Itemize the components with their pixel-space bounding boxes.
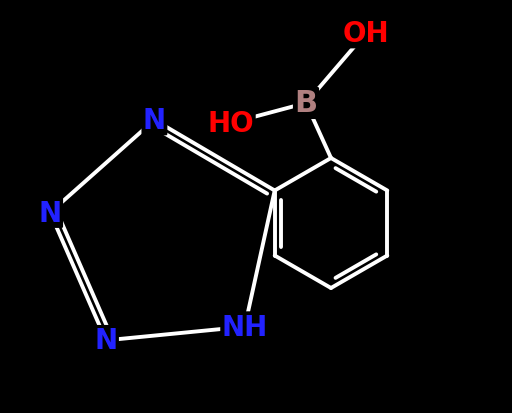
Text: HO: HO: [208, 110, 254, 138]
Text: N: N: [38, 199, 61, 227]
Text: OH: OH: [343, 20, 389, 48]
Text: N: N: [143, 107, 166, 135]
Text: B: B: [294, 89, 317, 118]
Text: NH: NH: [222, 313, 268, 341]
Text: N: N: [94, 327, 118, 354]
